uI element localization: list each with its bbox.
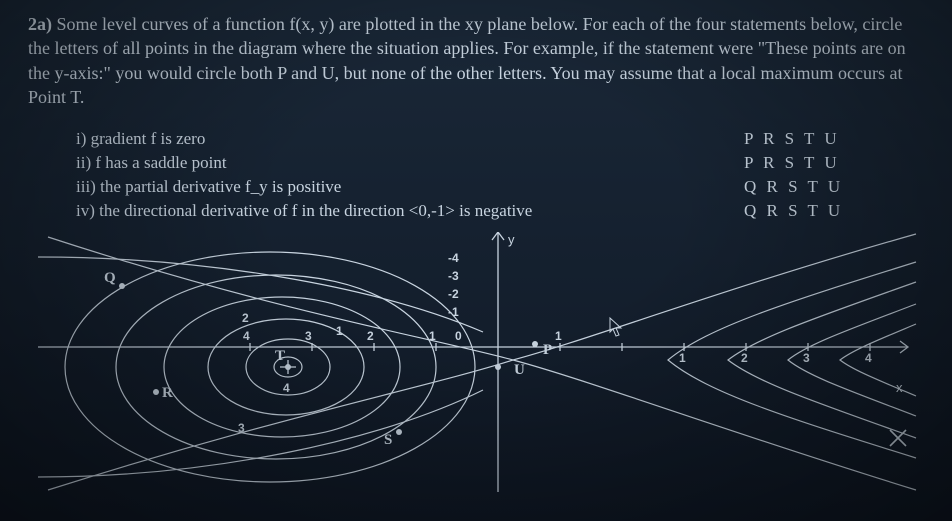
statements-list: i) gradient f is zero ii) f has a saddle…	[76, 127, 744, 222]
answer-choices: P R S T U P R S T U Q R S T U Q R S T U	[744, 127, 924, 222]
closed-level-curves	[65, 252, 475, 482]
choices-row: P R S T U	[744, 127, 924, 151]
statement-roman: iii)	[76, 177, 96, 196]
open-level-curves-right	[668, 262, 916, 458]
statement-text: the directional derivative of f in the d…	[99, 201, 532, 220]
svg-text:4: 4	[243, 329, 250, 343]
question-body: Some level curves of a function f(x, y) …	[28, 14, 906, 107]
svg-text:2: 2	[242, 311, 249, 325]
svg-text:1: 1	[336, 324, 343, 338]
svg-text:Q: Q	[104, 270, 116, 286]
statement-row: ii) f has a saddle point	[76, 151, 744, 175]
svg-text:S: S	[384, 432, 392, 448]
x-mark-icon	[890, 430, 906, 446]
statement-roman: iv)	[76, 201, 95, 220]
open-level-curves-left	[38, 257, 483, 477]
choices-row: Q R S T U	[744, 175, 924, 199]
point-P: P	[532, 341, 552, 358]
svg-text:3: 3	[238, 421, 245, 435]
svg-text:U: U	[514, 362, 525, 378]
svg-text:-4: -4	[448, 251, 459, 265]
svg-text:4: 4	[865, 351, 872, 365]
statement-row: iv) the directional derivative of f in t…	[76, 199, 744, 223]
statement-roman: ii)	[76, 153, 91, 172]
y-axis-label: y	[508, 232, 515, 247]
svg-text:4: 4	[283, 381, 290, 395]
svg-text:1: 1	[555, 329, 562, 343]
statement-row: iii) the partial derivative f_y is posit…	[76, 175, 744, 199]
point-R: R	[153, 385, 173, 401]
choices-row: P R S T U	[744, 151, 924, 175]
statement-row: i) gradient f is zero	[76, 127, 744, 151]
level-value-labels: 2 1 4 3	[238, 311, 343, 435]
statement-text: f has a saddle point	[95, 153, 226, 172]
svg-text:3: 3	[305, 329, 312, 343]
separatrix	[48, 234, 916, 490]
choices-row: Q R S T U	[744, 199, 924, 223]
svg-text:T: T	[275, 348, 285, 364]
svg-text:2: 2	[741, 351, 748, 365]
svg-text:R: R	[162, 385, 173, 401]
svg-text:3: 3	[803, 351, 810, 365]
statement-text: the partial derivative f_y is positive	[100, 177, 341, 196]
point-Q: Q	[104, 270, 125, 289]
statement-text: gradient f is zero	[91, 129, 206, 148]
statement-roman: i)	[76, 129, 86, 148]
point-S: S	[384, 429, 402, 448]
svg-text:2: 2	[367, 329, 374, 343]
svg-text:1: 1	[679, 351, 686, 365]
svg-text:-3: -3	[448, 269, 459, 283]
cursor-icon	[610, 318, 621, 336]
point-T: T	[275, 348, 296, 374]
question-text: 2a) Some level curves of a function f(x,…	[28, 12, 924, 109]
level-curves-diagram: y x 4 3 2 1 1 1 2 3 4 -4 -3 -2 -1 0	[28, 232, 918, 492]
question-number: 2a)	[28, 14, 52, 34]
svg-text:-2: -2	[448, 287, 459, 301]
level-label-column: -4 -3 -2 -1 0	[448, 251, 462, 343]
statements-block: i) gradient f is zero ii) f has a saddle…	[76, 127, 924, 222]
svg-text:0: 0	[455, 329, 462, 343]
svg-text:P: P	[543, 342, 552, 358]
